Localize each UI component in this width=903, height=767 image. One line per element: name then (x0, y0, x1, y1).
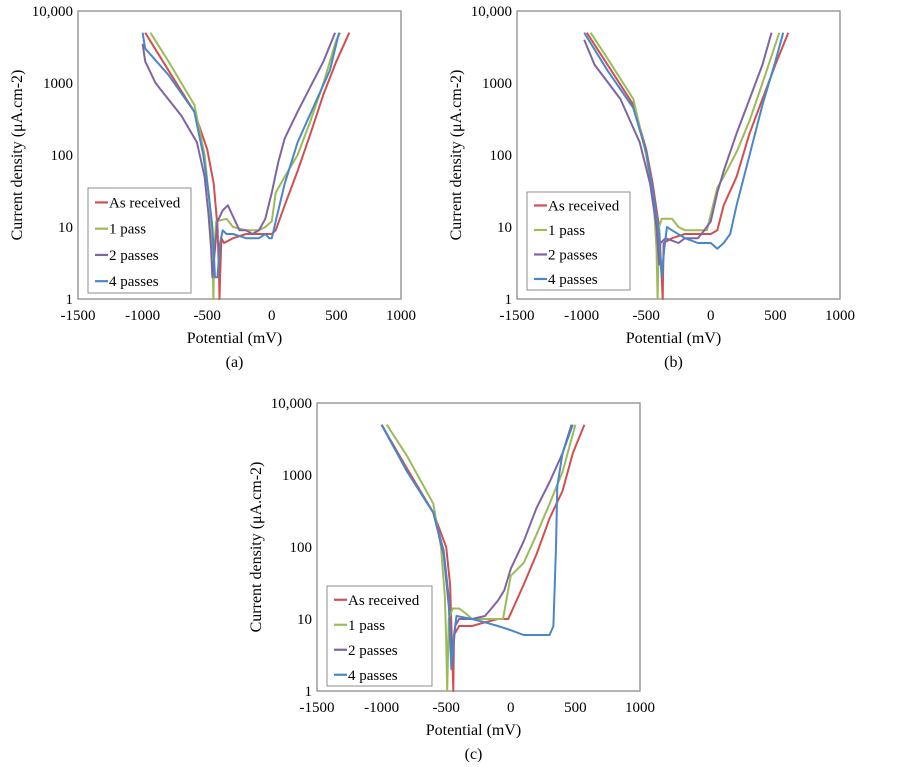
legend-label: 1 pass (109, 222, 146, 238)
legend-label: As received (348, 593, 420, 609)
y-tick-label: 1000 (43, 76, 73, 92)
chart-panel-1: -1500 -1000 -500 0 500 1000 1 10 100 1000 10,000 Po… (448, 4, 855, 371)
x-tick-label: -1000 (564, 308, 599, 324)
x-tick-label: -500 (193, 308, 221, 324)
panel-label: (b) (664, 354, 683, 371)
y-axis-label: Current density (μA.cm-2) (9, 70, 26, 241)
legend-label: As received (109, 195, 181, 211)
legend-label: 2 passes (109, 248, 159, 264)
legend-box (87, 187, 192, 294)
y-axis-label: Current density (μA.cm-2) (248, 462, 265, 633)
legend-label: 4 passes (348, 668, 398, 684)
chart-panel-0: -1500 -1000 -500 0 500 1000 1 10 100 1000 10,000 Po… (9, 4, 416, 371)
y-tick-label: 1000 (282, 468, 312, 484)
legend-label: 1 pass (348, 618, 385, 634)
series-line-1-pass (385, 424, 577, 692)
chart-panel-2: -1500 -1000 -500 0 500 1000 1 10 100 1000 10,000 Po… (248, 396, 655, 763)
x-tick-label: 0 (707, 308, 715, 324)
y-tick-label: 10 (497, 220, 512, 236)
x-tick-label: -1500 (500, 308, 535, 324)
x-tick-label: -1500 (61, 308, 96, 324)
x-tick-label: -1000 (364, 700, 399, 716)
x-axis-label: Potential (mV) (626, 330, 722, 347)
series-line-as-received (144, 32, 351, 300)
y-tick-label: 100 (51, 148, 74, 164)
y-tick-label: 1 (66, 292, 74, 308)
x-tick-label: -500 (632, 308, 660, 324)
series-line-4-passes (141, 32, 340, 279)
panel-label: (a) (226, 354, 244, 371)
legend-label: 4 passes (548, 272, 598, 288)
legend-label: 1 pass (548, 223, 585, 239)
legend-label: 2 passes (348, 643, 398, 659)
y-tick-label: 100 (290, 540, 313, 556)
legend-label: As received (548, 198, 620, 214)
y-tick-label: 100 (490, 148, 513, 164)
x-tick-label: -1500 (300, 700, 335, 716)
x-axis-label: Potential (mV) (187, 330, 283, 347)
x-tick-label: 0 (507, 700, 515, 716)
legend-label: 4 passes (109, 274, 159, 290)
x-tick-label: 1000 (825, 308, 855, 324)
legend: As received 1 pass 2 passes 4 passes (87, 187, 192, 294)
y-tick-label: 10,000 (271, 396, 312, 412)
legend: As received 1 pass 2 passes 4 passes (526, 191, 631, 291)
legend-label: 2 passes (548, 247, 598, 263)
y-tick-label: 10 (58, 220, 73, 236)
x-tick-label: -500 (432, 700, 460, 716)
series-line-2-passes (141, 32, 337, 279)
y-tick-label: 1000 (482, 76, 512, 92)
legend: As received 1 pass 2 passes 4 passes (326, 585, 433, 687)
x-tick-label: 500 (325, 308, 348, 324)
y-tick-label: 10,000 (471, 4, 512, 20)
legend-box (526, 191, 631, 291)
y-tick-label: 10 (297, 612, 312, 628)
x-tick-label: -1000 (125, 308, 160, 324)
series-line-2-passes (583, 32, 773, 266)
y-tick-label: 1 (505, 292, 513, 308)
panel-label: (c) (465, 746, 483, 762)
x-tick-label: 1000 (386, 308, 416, 324)
x-axis-label: Potential (mV) (426, 722, 522, 739)
series-line-as-received (380, 424, 586, 692)
x-tick-label: 0 (268, 308, 276, 324)
y-tick-label: 10,000 (32, 4, 73, 20)
series-line-4-passes (583, 32, 785, 279)
series-line-4-passes (380, 424, 574, 671)
y-axis-label: Current density (μA.cm-2) (448, 70, 465, 241)
y-tick-label: 1 (305, 684, 313, 700)
x-tick-label: 1000 (625, 700, 655, 716)
x-tick-label: 500 (764, 308, 787, 324)
x-tick-label: 500 (564, 700, 587, 716)
legend-box (326, 585, 433, 687)
